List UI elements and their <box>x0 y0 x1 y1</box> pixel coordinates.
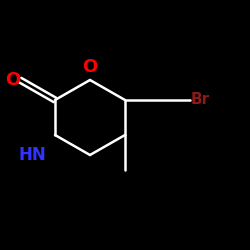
Text: O: O <box>5 71 20 89</box>
Text: O: O <box>82 58 98 76</box>
Text: HN: HN <box>18 146 46 164</box>
Text: Br: Br <box>190 92 210 108</box>
